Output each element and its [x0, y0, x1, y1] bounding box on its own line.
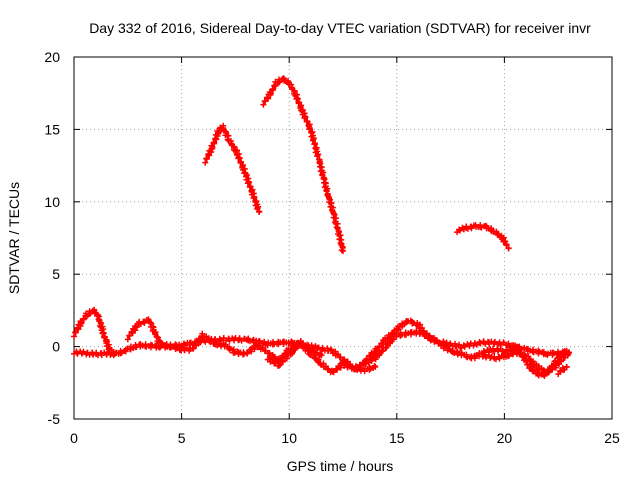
- data-point: [292, 346, 299, 353]
- x-axis-label: GPS time / hours: [287, 458, 394, 474]
- data-point: [534, 369, 541, 376]
- data-point: [126, 332, 133, 339]
- data-point: [529, 367, 536, 374]
- plot-area-frame: [73, 56, 613, 420]
- data-point: [124, 336, 131, 343]
- x-tick-label: 0: [70, 430, 78, 446]
- data-point: [190, 345, 197, 352]
- y-tick-label: 20: [44, 49, 60, 65]
- chart-title: Day 332 of 2016, Sidereal Day-to-day VTE…: [89, 20, 591, 36]
- data-point: [254, 204, 261, 211]
- data-point: [314, 152, 321, 159]
- x-tick-label: 15: [389, 430, 405, 446]
- data-point: [379, 348, 386, 355]
- data-point: [334, 351, 341, 358]
- y-tick-label: 15: [44, 121, 60, 137]
- data-point: [285, 77, 292, 84]
- data-point: [318, 352, 325, 359]
- axis-ticks: 0 5 10 15 20 25 -5 0 5 10 15 20: [44, 49, 620, 446]
- y-tick-label: -5: [48, 411, 61, 427]
- data-point: [563, 363, 570, 370]
- data-point: [202, 159, 209, 166]
- y-tick-label: 10: [44, 194, 60, 210]
- data-point: [203, 155, 210, 162]
- data-point: [329, 368, 336, 375]
- data-point: [192, 341, 199, 348]
- data-point: [339, 359, 346, 366]
- data-point: [506, 343, 513, 350]
- x-tick-label: 10: [281, 430, 297, 446]
- data-point: [368, 357, 375, 364]
- data-point: [199, 330, 206, 337]
- data-point: [226, 343, 233, 350]
- data-point: [256, 208, 263, 215]
- data-point: [337, 232, 344, 239]
- y-axis-label: SDTVAR / TECUs: [6, 182, 22, 294]
- data-point: [306, 125, 313, 132]
- data-point: [80, 316, 87, 323]
- data-point: [209, 143, 216, 150]
- data-point: [208, 337, 215, 344]
- data-point: [145, 316, 152, 323]
- data-point: [563, 347, 570, 354]
- data-point: [517, 350, 524, 357]
- data-point: [133, 324, 140, 331]
- data-point: [269, 86, 276, 93]
- x-tick-label: 5: [178, 430, 186, 446]
- data-point: [372, 363, 379, 370]
- data-point: [505, 245, 512, 252]
- data-point: [224, 136, 231, 143]
- data-point: [420, 328, 427, 335]
- data-point: [330, 369, 337, 376]
- data-point: [519, 353, 526, 360]
- data-point: [279, 358, 286, 365]
- data-point: [310, 136, 317, 143]
- data-point: [363, 356, 370, 363]
- data-point: [389, 330, 396, 337]
- data-point: [387, 339, 394, 346]
- data-point: [197, 336, 204, 343]
- data-point: [302, 114, 309, 121]
- data-point: [319, 171, 326, 178]
- data-point: [376, 344, 383, 351]
- data-point: [361, 359, 368, 366]
- y-tick-label: 0: [52, 339, 60, 355]
- data-point: [250, 194, 257, 201]
- data-point: [311, 141, 318, 148]
- x-tick-label: 20: [497, 430, 513, 446]
- y-tick-label: 5: [52, 266, 60, 282]
- data-point: [523, 358, 530, 365]
- data-point: [71, 333, 77, 340]
- x-tick-label: 25: [604, 430, 620, 446]
- data-point: [260, 101, 267, 108]
- data-point: [267, 90, 274, 97]
- data-point: [340, 248, 346, 255]
- data-point: [338, 247, 345, 254]
- data-point: [502, 238, 509, 245]
- data-point: [72, 329, 79, 336]
- data-point: [435, 339, 442, 346]
- data-point: [505, 340, 512, 347]
- data-points: [71, 75, 572, 379]
- data-point: [151, 330, 158, 337]
- data-point: [78, 319, 85, 326]
- data-point: [261, 98, 268, 105]
- data-point: [373, 347, 380, 354]
- data-point: [262, 347, 269, 354]
- data-point: [323, 187, 330, 194]
- data-point: [338, 360, 345, 367]
- data-point: [210, 139, 217, 146]
- data-point: [129, 328, 136, 335]
- data-point: [367, 352, 374, 359]
- data-point: [337, 354, 344, 361]
- data-point: [245, 179, 252, 186]
